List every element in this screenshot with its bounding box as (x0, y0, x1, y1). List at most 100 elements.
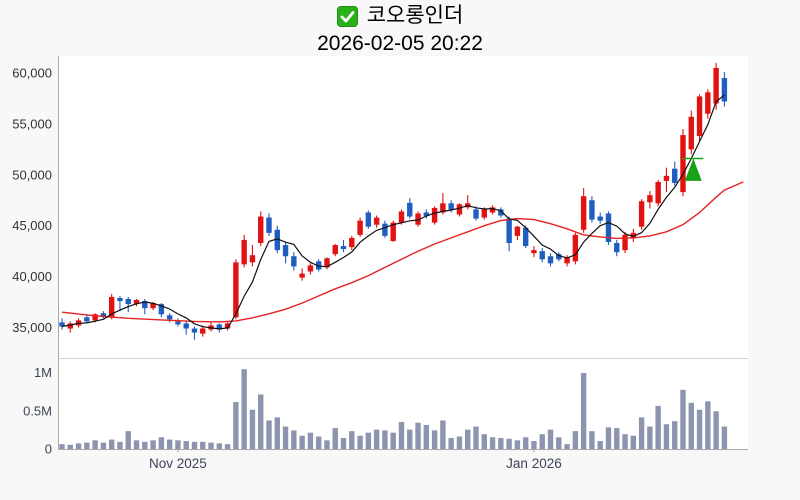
volume-bar (688, 402, 694, 450)
volume-bar (622, 434, 628, 450)
marker-triangle (684, 158, 702, 181)
candle-body (59, 322, 65, 327)
candle-body (108, 296, 115, 318)
ma-slow-path (61, 181, 744, 323)
volume-bar (663, 424, 670, 450)
candle-body (696, 96, 703, 137)
volume-bar (605, 427, 612, 450)
volume-bar (614, 428, 620, 450)
candle-body (506, 218, 512, 243)
candle-body (440, 203, 446, 213)
candle-body (133, 300, 140, 305)
ma-fast-line (61, 94, 725, 330)
candle-body (431, 207, 438, 223)
volume-bar (59, 444, 65, 450)
volume-bar (423, 425, 430, 450)
price-tick-label: 55,000 (12, 116, 52, 131)
candle-body (365, 212, 372, 227)
volume-bar (315, 436, 322, 450)
candle-body (498, 209, 504, 216)
candle-body (249, 255, 256, 263)
volume-bar (166, 439, 173, 450)
candle-body (142, 301, 148, 309)
volume-bars-layer (59, 369, 728, 450)
volume-bar (630, 435, 637, 450)
candle-body (332, 245, 338, 255)
candle-body (514, 226, 521, 236)
volume-bar (547, 429, 554, 450)
x-axis-labels: Nov 2025 Jan 2026 (149, 449, 562, 471)
volume-bar (299, 435, 305, 450)
candle-body (125, 299, 131, 305)
volume-bar (241, 369, 247, 450)
price-tick-label: 45,000 (12, 218, 52, 233)
candle-body (382, 223, 388, 236)
candle-body (564, 257, 570, 264)
volume-bar (175, 440, 181, 450)
candle-body (241, 239, 247, 265)
volume-bar (721, 426, 728, 450)
volume-bar (332, 428, 338, 450)
volume-bar (506, 438, 512, 450)
candle-body (448, 203, 454, 210)
candle-body (357, 220, 363, 235)
volume-bar (249, 409, 256, 450)
volume-bar (349, 431, 355, 450)
volume-bar (415, 422, 421, 450)
candles-layer (59, 62, 728, 340)
volume-bar (357, 435, 363, 450)
volume-bar (108, 439, 115, 450)
volume-bar (713, 411, 719, 450)
price-tick-label: 60,000 (12, 66, 52, 81)
volume-bar (233, 402, 239, 450)
candle-body (721, 78, 728, 102)
volume-bar (183, 441, 189, 450)
candle-body (638, 201, 645, 227)
volume-bar (696, 409, 703, 450)
candle-body (713, 67, 719, 104)
candle-body (688, 116, 694, 150)
volume-bar (580, 373, 587, 450)
volume-tick-label: 1M (34, 365, 52, 380)
candle-body (390, 222, 396, 241)
x-tick-label: Nov 2025 (149, 456, 207, 471)
volume-bar (531, 441, 537, 450)
candle-body (605, 213, 612, 242)
candle-body (407, 202, 413, 217)
volume-bar (564, 444, 570, 450)
volume-bar (597, 441, 603, 450)
volume-bar (133, 440, 140, 450)
candle-body (531, 250, 537, 254)
volume-bar (117, 441, 123, 450)
candle-body (84, 317, 90, 322)
candle-body (522, 227, 529, 247)
ma-slow-line (61, 181, 744, 323)
candle-body (705, 92, 711, 114)
candle-body (349, 237, 355, 248)
volume-bar (208, 442, 214, 450)
candle-body (315, 261, 322, 270)
candle-body (680, 135, 686, 193)
candle-body (481, 209, 487, 218)
volume-bar (216, 443, 223, 450)
volume-bar (191, 441, 198, 450)
volume-bar (489, 437, 496, 450)
candle-body (663, 175, 670, 181)
candle-body (183, 323, 189, 329)
volume-bar (431, 430, 438, 450)
volume-bar (75, 443, 82, 450)
axes (58, 56, 748, 450)
candle-body (291, 256, 297, 267)
volume-bar (705, 401, 711, 450)
price-tick-label: 35,000 (12, 320, 52, 335)
volume-bar (158, 437, 165, 450)
candle-body (473, 209, 479, 219)
ma-fast-path (61, 94, 725, 330)
candle-body (150, 303, 156, 309)
volume-bar (647, 426, 653, 450)
candle-body (614, 243, 620, 253)
price-tick-label: 50,000 (12, 167, 52, 182)
volume-bar (200, 441, 206, 450)
